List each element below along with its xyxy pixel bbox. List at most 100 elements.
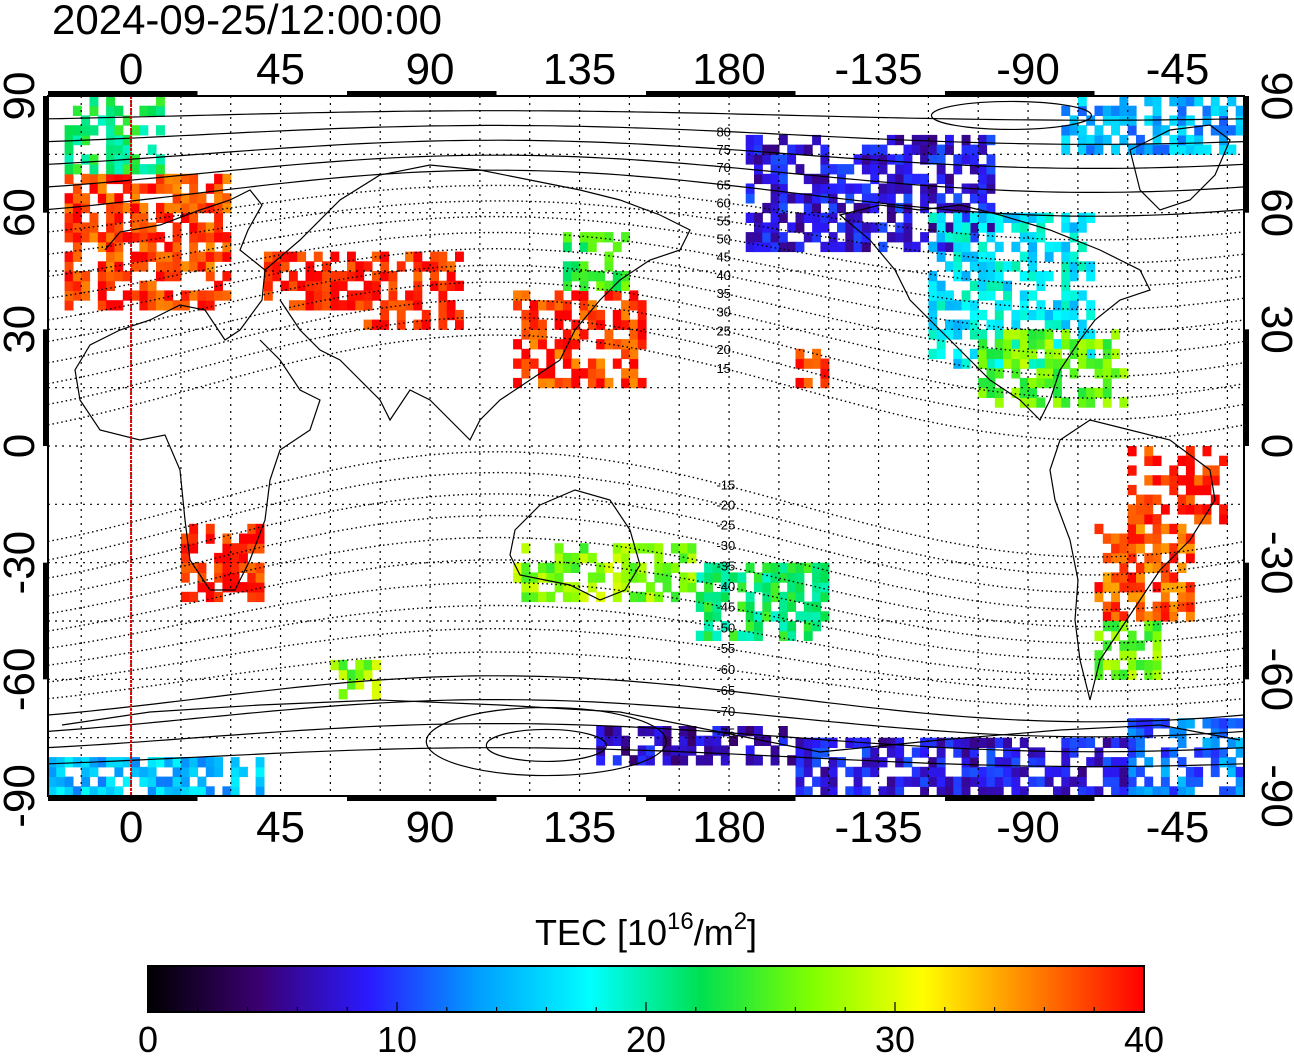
- tec-cell: [239, 543, 248, 554]
- tec-cell: [828, 776, 838, 787]
- tec-cell: [961, 222, 971, 233]
- tec-cell: [986, 280, 996, 291]
- tec-cell: [455, 251, 464, 262]
- tec-cell: [562, 348, 572, 360]
- tec-cell: [363, 659, 373, 671]
- tec-cell: [64, 164, 74, 175]
- tec-cell: [812, 222, 821, 233]
- tec-cell: [770, 164, 780, 175]
- tec-cell: [1111, 591, 1120, 603]
- tec-cell: [1169, 611, 1179, 622]
- tec-cell: [895, 173, 905, 185]
- tec-cell: [928, 183, 938, 194]
- tec-region: [330, 659, 381, 700]
- tec-cell: [1185, 144, 1195, 155]
- tec-cell: [197, 193, 207, 204]
- tec-cell: [1069, 251, 1079, 262]
- tec-cell: [114, 193, 124, 204]
- tec-cell: [853, 222, 863, 233]
- tec-cell: [156, 271, 165, 282]
- tec-cell: [64, 232, 74, 243]
- tec-cell: [89, 212, 99, 223]
- tec-cell: [355, 261, 365, 272]
- tec-cell: [762, 562, 772, 573]
- tec-cell: [330, 251, 340, 262]
- tec-cell: [820, 737, 830, 748]
- tec-cell: [1053, 300, 1062, 311]
- tec-cell: [886, 173, 896, 185]
- tec-cell: [745, 562, 755, 573]
- tec-cell: [1169, 475, 1179, 486]
- tec-cell: [828, 241, 838, 253]
- tec-cell: [1219, 115, 1228, 126]
- tec-cell: [770, 193, 780, 204]
- tec-cell: [1053, 348, 1062, 360]
- tec-cell: [97, 786, 107, 797]
- tec-cell: [247, 591, 257, 603]
- tec-cell: [538, 368, 547, 379]
- tec-cell: [596, 377, 606, 389]
- tec-cell: [945, 232, 954, 243]
- tec-cell: [778, 193, 788, 204]
- tec-cell: [1202, 446, 1212, 457]
- tec-cell: [1202, 514, 1212, 525]
- tec-cell: [1127, 747, 1137, 758]
- tec-cell: [978, 202, 988, 214]
- tec-cell: [762, 601, 772, 612]
- tec-cell: [579, 552, 589, 564]
- tec-cell: [654, 735, 664, 746]
- tec-cell: [812, 591, 821, 603]
- tec-cell: [1127, 659, 1137, 671]
- tec-cell: [837, 164, 846, 175]
- tec-cell: [114, 125, 124, 136]
- tec-cell: [562, 271, 572, 282]
- mlat-label: 45: [716, 250, 730, 265]
- tec-cell: [629, 368, 639, 379]
- tec-cell: [1185, 494, 1195, 505]
- mlat-contour: [47, 298, 1245, 399]
- tec-cell: [1102, 105, 1112, 116]
- tec-cell: [828, 786, 838, 797]
- tec-cell: [1160, 718, 1170, 729]
- tec-cell: [156, 232, 165, 243]
- tec-cell: [978, 786, 988, 797]
- tec-cell: [1127, 776, 1137, 787]
- mlat-contour: [47, 316, 1245, 421]
- tec-cell: [770, 183, 780, 194]
- tec-cell: [778, 726, 788, 737]
- tec-cell: [928, 154, 938, 165]
- tec-cell: [845, 241, 855, 253]
- tec-cell: [255, 533, 265, 544]
- tec-cell: [72, 251, 82, 262]
- tec-cell: [969, 319, 979, 330]
- tec-cell: [106, 786, 115, 797]
- tec-cell: [413, 290, 423, 301]
- tec-cell: [288, 251, 298, 262]
- tec-cell: [97, 261, 107, 272]
- tec-cell: [1177, 455, 1187, 466]
- tec-cell: [546, 300, 556, 311]
- tec-cell: [205, 183, 215, 194]
- tec-cell: [1185, 465, 1195, 476]
- tec-cell: [396, 261, 406, 272]
- tec-cell: [754, 173, 763, 185]
- tec-cell: [64, 134, 74, 146]
- tec-cell: [205, 582, 215, 593]
- tec-cell: [812, 358, 821, 369]
- tec-cell: [1185, 582, 1195, 593]
- tec-cell: [1102, 621, 1112, 632]
- tec-cell: [1169, 543, 1179, 554]
- tec-cell: [953, 193, 963, 204]
- tec-cell: [1028, 776, 1037, 787]
- tec-cell: [1102, 134, 1112, 146]
- tec-cell: [679, 755, 689, 766]
- tec-cell: [861, 183, 871, 194]
- tec-cell: [1028, 339, 1037, 350]
- tec-cell: [928, 776, 938, 787]
- tec-cell: [1003, 348, 1012, 360]
- tec-cell: [1069, 222, 1079, 233]
- mlat-contour: [47, 169, 1245, 217]
- mlat-label: -35: [716, 558, 735, 573]
- tec-cell: [911, 144, 921, 155]
- tec-cell: [1077, 134, 1087, 146]
